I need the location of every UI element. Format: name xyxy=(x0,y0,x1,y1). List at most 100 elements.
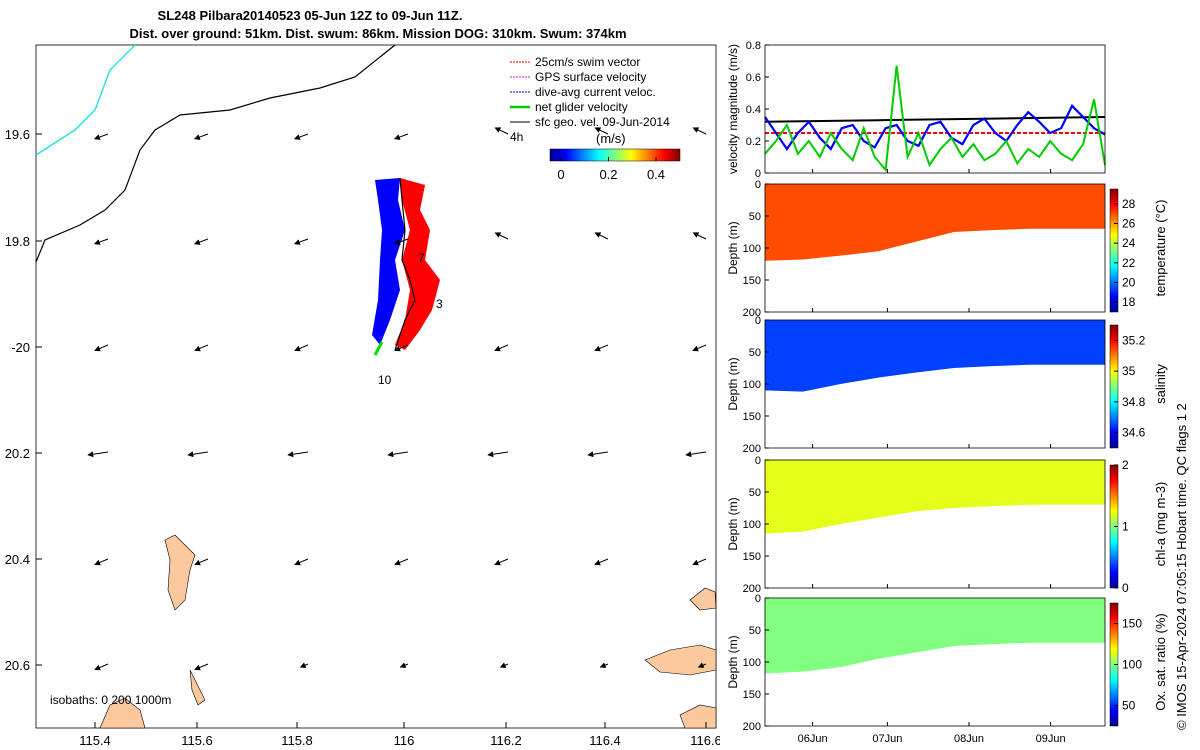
surface-velocity-arrow xyxy=(287,451,309,458)
surface-velocity-arrows xyxy=(87,127,707,671)
isobath-cyan xyxy=(35,44,136,156)
surface-velocity-arrow xyxy=(692,232,707,240)
depth-tick-label: 0 xyxy=(755,179,761,191)
surface-velocity-arrow xyxy=(494,558,509,566)
profile-panel: 0 50 100 150 200 Depth (m) 18 20 22 24 26 28 tempera… xyxy=(726,179,1168,319)
lat-tick-label: -20 xyxy=(11,340,30,355)
lon-tick-label: 115.6 xyxy=(181,733,213,748)
date-tick-label: 09Jun xyxy=(1036,733,1066,745)
island-e3 xyxy=(679,704,717,729)
plot-title: SL248 Pilbara20140523 05-Jun 12Z to 09-J… xyxy=(157,8,463,23)
depth-tick-label: 150 xyxy=(743,411,761,423)
surface-velocity-arrow xyxy=(387,451,409,458)
surface-velocity-arrow xyxy=(599,662,609,668)
surface-velocity-arrow xyxy=(93,238,109,245)
legend-entry: GPS surface velocity xyxy=(535,70,646,84)
lat-tick-label: 20.6 xyxy=(5,658,30,673)
surface-velocity-arrow xyxy=(299,662,309,668)
velocity-series-line xyxy=(764,116,1106,123)
map-axes: 115.4 115.6 115.8 116 116.2 116.4 116.6 19.6 19.… xyxy=(5,127,720,748)
profile-colorbar-tick-label: 28 xyxy=(1122,197,1136,211)
velocity-series-line xyxy=(764,65,1106,173)
day-label: 10 xyxy=(378,373,392,387)
profile-colorbar-tick-label: 24 xyxy=(1122,236,1136,250)
profile-colorbar-tick-label: 22 xyxy=(1122,256,1136,270)
profile-colorbar-tick-label: 2 xyxy=(1122,458,1129,472)
depth-tick-label: 50 xyxy=(749,625,761,637)
surface-velocity-arrow xyxy=(594,344,609,352)
profile-colorbar xyxy=(1109,324,1119,449)
depth-tick-label: 100 xyxy=(743,379,761,391)
colorbar-tick-label: 0.4 xyxy=(647,167,665,182)
depth-tick-label: 50 xyxy=(749,347,761,359)
colorbar-tick-label: 0.2 xyxy=(599,167,617,182)
island-sw xyxy=(99,697,146,729)
surface-velocity-arrow xyxy=(87,451,109,458)
profile-field xyxy=(765,320,1105,392)
surface-velocity-arrow xyxy=(194,663,209,671)
surface-velocity-arrow xyxy=(692,344,707,352)
time-label: 4h xyxy=(510,130,523,144)
surface-velocity-arrow xyxy=(494,127,509,135)
colorbar-tick-label: 0 xyxy=(557,167,564,182)
depth-tick-label: 200 xyxy=(743,721,761,733)
surface-velocity-arrow xyxy=(94,558,109,566)
surface-velocity-arrow xyxy=(93,133,109,140)
velocity-ytick-label: 0.2 xyxy=(746,136,761,148)
surface-velocity-arrow xyxy=(294,344,309,352)
lon-tick-label: 116 xyxy=(394,733,415,748)
velocity-series-line xyxy=(764,103,1106,151)
profile-field xyxy=(765,598,1105,674)
surface-velocity-arrow xyxy=(692,558,707,566)
depth-tick-label: 150 xyxy=(743,275,761,287)
profile-panels: 0 0.2 0.4 0.6 0.8 velocity magnitude (m/s) 0 50… xyxy=(726,40,1189,745)
velocity-ytick-label: 0 xyxy=(755,168,761,180)
profile-colorbar-label: chl-a (mg m-3) xyxy=(1153,482,1168,567)
surface-velocity-arrow xyxy=(587,451,609,458)
lon-tick-label: 116.2 xyxy=(490,733,522,748)
profile-panel: 0 50 100 150 200 Depth (m) 34.6 34.8 35 35.2 salin… xyxy=(726,315,1168,455)
depth-tick-label: 200 xyxy=(743,443,761,455)
isobaths-label: isobaths: 0 200 1000m xyxy=(50,693,171,707)
profile-colorbar-tick-label: 26 xyxy=(1122,216,1136,230)
depth-tick-label: 0 xyxy=(755,593,761,605)
date-tick-label: 08Jun xyxy=(954,733,984,745)
depth-axis-label: Depth (m) xyxy=(726,635,740,688)
track-marker-7: 7 xyxy=(418,251,425,265)
surface-velocity-arrow xyxy=(499,662,509,668)
legend-entry: sfc geo. vel. 09-Jun-2014 xyxy=(535,115,670,129)
surface-velocity-arrow xyxy=(94,344,109,352)
surface-velocity-arrow xyxy=(194,344,209,352)
copyright-note: © IMOS 15-Apr-2024 07:05:15 Hobart time.… xyxy=(1174,403,1189,730)
surface-velocity-arrow xyxy=(685,451,707,458)
surface-velocity-arrow xyxy=(594,127,609,135)
profile-field xyxy=(765,184,1105,261)
surface-velocity-arrow xyxy=(294,558,309,566)
depth-tick-label: 100 xyxy=(743,243,761,255)
depth-tick-label: 150 xyxy=(743,689,761,701)
profile-panel: 0 50 100 150 200 Depth (m) 50 100 150 Ox. sat. ra… xyxy=(726,593,1168,745)
surface-velocity-arrow xyxy=(187,451,209,458)
lon-tick-label: 116.4 xyxy=(589,733,621,748)
surface-velocity-arrow xyxy=(697,662,707,668)
depth-tick-label: 0 xyxy=(755,455,761,467)
swim-vector-track xyxy=(395,178,440,350)
depth-axis-label: Depth (m) xyxy=(726,497,740,550)
depth-tick-label: 50 xyxy=(749,487,761,499)
profile-colorbar-tick-label: 35 xyxy=(1122,364,1136,378)
lat-tick-label: 19.8 xyxy=(5,234,30,249)
surface-velocity-arrow xyxy=(393,133,409,140)
surface-velocity-arrow xyxy=(293,238,309,245)
surface-velocity-arrow xyxy=(494,232,509,240)
surface-velocity-arrow xyxy=(692,127,707,135)
surface-velocity-arrow xyxy=(399,662,409,668)
depth-tick-label: 150 xyxy=(743,551,761,563)
island-e1 xyxy=(689,587,717,611)
velocity-axes-box xyxy=(764,44,1106,174)
island-west xyxy=(164,534,196,611)
depth-tick-label: 100 xyxy=(743,519,761,531)
lon-tick-label: 116.6 xyxy=(690,733,720,748)
net-glider-velocity-mark xyxy=(373,341,384,356)
legend-entry: net glider velocity xyxy=(535,100,628,114)
velocity-ylabel: velocity magnitude (m/s) xyxy=(726,44,740,174)
